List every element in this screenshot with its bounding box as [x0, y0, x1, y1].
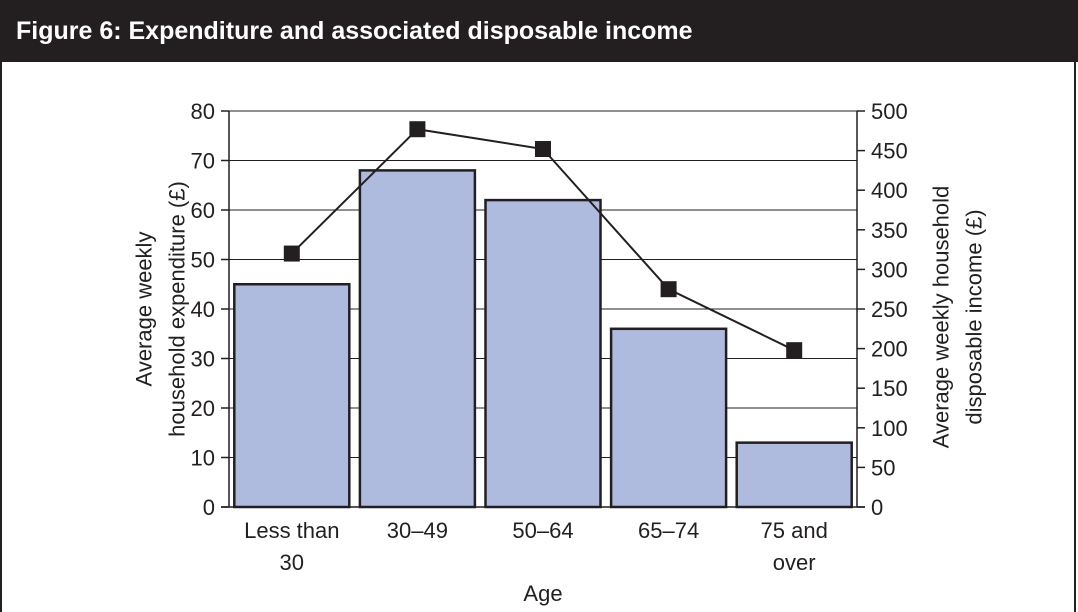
left-tick-label: 80 — [191, 99, 215, 124]
bar — [609, 327, 728, 509]
left-tick-label: 70 — [191, 149, 215, 174]
bar — [735, 441, 853, 509]
line-marker — [535, 141, 551, 158]
right-tick-label: 50 — [871, 455, 895, 480]
x-tick-label: 75 and — [761, 518, 828, 543]
left-tick-label: 30 — [191, 347, 215, 372]
right-tick-label: 450 — [871, 139, 908, 164]
bar — [233, 283, 351, 509]
line-marker — [786, 342, 803, 359]
right-tick-label: 200 — [871, 337, 908, 362]
right-tick-label: 100 — [871, 416, 908, 441]
right-tick-label: 300 — [871, 257, 908, 282]
x-tick-label: 30 — [280, 550, 304, 575]
left-axis-title: Average weekly — [132, 232, 157, 387]
left-tick-label: 50 — [191, 248, 215, 273]
right-axis-title: disposable income (£) — [962, 209, 987, 424]
left-tick-label: 40 — [191, 297, 215, 322]
left-axis-title: household expenditure (£) — [165, 181, 190, 437]
line-marker — [283, 245, 300, 262]
left-tick-label: 0 — [203, 495, 215, 520]
x-axis-title: Age — [523, 581, 562, 606]
x-tick-label: 50–64 — [512, 518, 573, 543]
bar — [358, 169, 477, 509]
line-marker — [409, 121, 426, 138]
right-tick-label: 350 — [871, 218, 908, 243]
right-axis-title: Average weekly household — [929, 186, 954, 449]
x-tick-label: 30–49 — [387, 518, 448, 543]
line-marker — [660, 281, 677, 298]
left-tick-label: 10 — [191, 446, 215, 471]
right-tick-label: 0 — [871, 495, 883, 520]
x-tick-label: Less than — [244, 518, 339, 543]
right-tick-label: 250 — [871, 297, 908, 322]
right-tick-label: 500 — [871, 99, 908, 124]
left-tick-label: 20 — [191, 396, 215, 421]
bar — [484, 198, 602, 509]
x-tick-label: 65–74 — [638, 518, 699, 543]
figure-title: Figure 6: Expenditure and associated dis… — [0, 0, 1078, 62]
left-tick-label: 60 — [191, 198, 215, 223]
x-tick-label: over — [773, 550, 816, 575]
right-tick-label: 400 — [871, 178, 908, 203]
right-tick-label: 150 — [871, 376, 908, 401]
